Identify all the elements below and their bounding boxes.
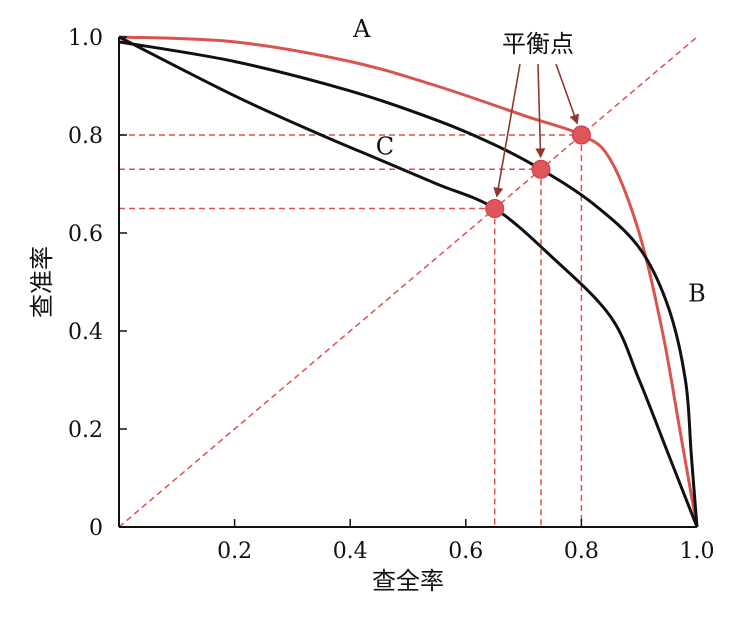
x-tick-label: 1.0 xyxy=(680,539,715,564)
annotation-arrows xyxy=(493,63,580,198)
series-label-A: A xyxy=(352,15,371,43)
axis-ticks: 0.2 0.4 0.6 0.8 1.0 0 0.2 0.4 0.6 0.8 1.0 xyxy=(68,26,715,564)
x-tick-label: 0.2 xyxy=(217,539,252,564)
y-tick-label: 0.8 xyxy=(68,124,103,149)
equilibrium-point xyxy=(531,159,551,179)
diagonal-line xyxy=(118,36,698,528)
axes xyxy=(118,37,697,528)
equilibrium-annotation-label: 平衡点 xyxy=(502,30,574,58)
series-labels: A B C xyxy=(352,15,706,308)
diagonal-dashed-line xyxy=(118,36,698,528)
x-tick-label: 0.8 xyxy=(564,539,599,564)
equilibrium-points xyxy=(485,125,591,218)
y-tick-label: 0.4 xyxy=(68,320,103,345)
y-tick-label: 0 xyxy=(89,516,103,541)
y-axis-title: 查准率 xyxy=(28,246,56,318)
y-tick-label: 1.0 xyxy=(68,26,103,51)
x-tick-label: 0.6 xyxy=(448,539,483,564)
x-axis-title: 查全率 xyxy=(372,567,444,595)
series-label-C: C xyxy=(376,133,394,161)
equilibrium-point xyxy=(571,125,591,145)
guide-lines xyxy=(119,134,583,527)
annotation-arrow xyxy=(493,63,521,198)
annotation-arrow xyxy=(535,63,546,159)
series-label-B: B xyxy=(688,280,706,308)
y-tick-label: 0.6 xyxy=(68,222,103,247)
equilibrium-point xyxy=(485,199,505,218)
x-tick-label: 0.4 xyxy=(333,539,368,564)
annotation-arrow xyxy=(555,63,580,125)
y-tick-label: 0.2 xyxy=(68,418,103,443)
curve-B xyxy=(118,40,699,528)
